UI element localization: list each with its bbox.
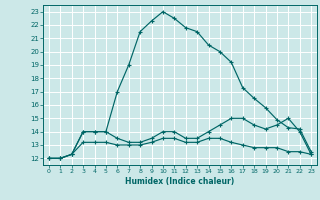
X-axis label: Humidex (Indice chaleur): Humidex (Indice chaleur) (125, 177, 235, 186)
